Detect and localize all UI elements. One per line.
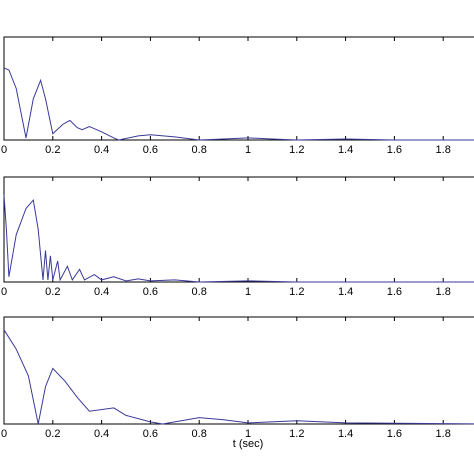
x-tick-label: 1 (245, 428, 251, 440)
x-tick-label: 0.4 (94, 144, 109, 156)
x-tick-label: 0.4 (94, 286, 109, 298)
x-tick-label: 0.6 (143, 286, 158, 298)
axes-frame (3, 316, 474, 425)
x-tick-label: 1.4 (338, 428, 353, 440)
x-tick-label: 1.2 (289, 144, 304, 156)
data-line (3, 67, 474, 141)
x-tick-label: 1.2 (289, 286, 304, 298)
x-tick-label: 0.4 (94, 428, 109, 440)
x-tick-label: 0 (1, 286, 7, 298)
data-line (3, 194, 474, 283)
x-tick-label: 0.8 (192, 428, 207, 440)
data-line (3, 329, 474, 425)
x-tick-label: 0.8 (192, 286, 207, 298)
x-tick-label: 1 (245, 286, 251, 298)
x-tick-label: 1.6 (387, 286, 402, 298)
axes-frame (3, 176, 474, 283)
x-tick-label: 0.6 (143, 144, 158, 156)
x-tick-label: 1.8 (436, 144, 451, 156)
x-tick-label: 1.4 (338, 286, 353, 298)
x-tick-label: 0.6 (143, 428, 158, 440)
x-tick-label: 0.2 (45, 286, 60, 298)
x-tick-label: 0 (1, 428, 7, 440)
x-tick-label: 1.8 (436, 428, 451, 440)
x-axis-label: t (sec) (233, 438, 264, 450)
x-tick-label: 0.2 (45, 144, 60, 156)
x-tick-label: 1.6 (387, 428, 402, 440)
x-tick-label: 1.2 (289, 428, 304, 440)
x-tick-label: 1.8 (436, 286, 451, 298)
x-tick-label: 0 (1, 144, 7, 156)
x-tick-label: 1 (245, 144, 251, 156)
x-tick-label: 0.2 (45, 428, 60, 440)
x-tick-label: 0.8 (192, 144, 207, 156)
x-tick-label: 1.4 (338, 144, 353, 156)
x-tick-label: 1.6 (387, 144, 402, 156)
